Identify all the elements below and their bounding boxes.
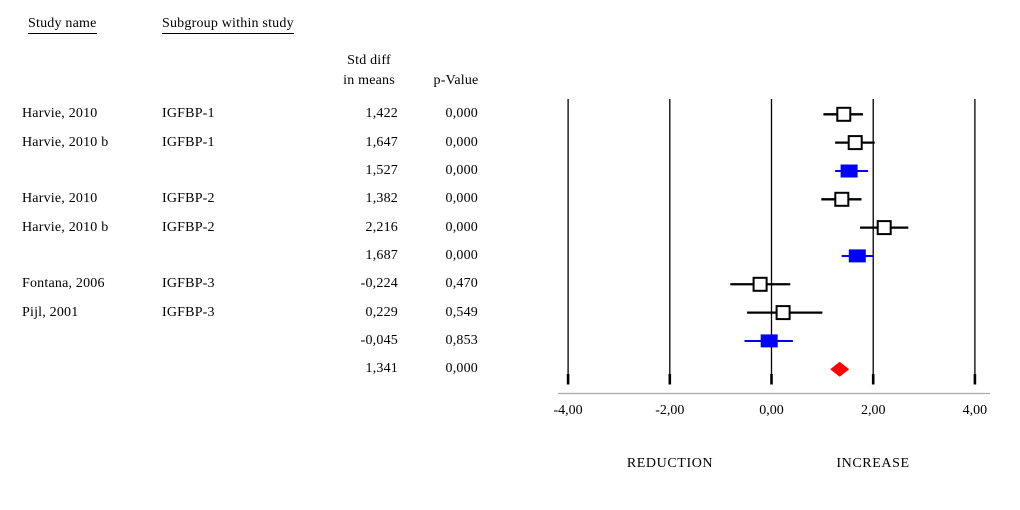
- overall-diamond: [830, 361, 850, 377]
- study-name-cell: Harvie, 2010: [22, 191, 98, 207]
- p-value-cell: 0,000: [445, 191, 478, 207]
- p-value-cell: 0,470: [445, 276, 478, 292]
- std-diff-cell: 1,422: [365, 106, 398, 122]
- study-marker: [847, 135, 863, 151]
- p-value-cell: 0,000: [445, 361, 478, 377]
- std-diff-cell: 1,687: [365, 247, 398, 263]
- x-axis-tick-label: 4,00: [962, 403, 988, 418]
- std-diff-header-line1: Std diff: [347, 53, 391, 68]
- reduction-label: REDUCTION: [626, 456, 714, 471]
- study-name-cell: Harvie, 2010 b: [22, 134, 109, 150]
- summary-marker: [848, 249, 866, 263]
- study-marker: [876, 220, 892, 236]
- p-value-cell: 0,000: [445, 106, 478, 122]
- std-diff-cell: 1,527: [365, 163, 398, 178]
- subgroup-cell: IGFBP-1: [162, 106, 215, 122]
- summary-marker: [760, 334, 778, 348]
- subgroup-cell: IGFBP-2: [162, 219, 215, 235]
- increase-label: INCREASE: [836, 456, 910, 471]
- p-value-header: p-Value: [433, 73, 479, 88]
- study-name-cell: Fontana, 2006: [22, 276, 105, 292]
- study-marker: [836, 106, 852, 122]
- p-value-cell: 0,000: [445, 163, 478, 178]
- std-diff-header-line2: in means: [343, 73, 395, 88]
- p-value-cell: 0,000: [445, 134, 478, 150]
- subgroup-cell: IGFBP-3: [162, 304, 215, 320]
- std-diff-cell: 1,341: [365, 361, 398, 377]
- p-value-cell: 0,000: [445, 219, 478, 235]
- x-axis-tick-label: -4,00: [553, 403, 583, 418]
- std-diff-cell: -0,224: [360, 276, 398, 292]
- study-marker: [834, 191, 850, 207]
- x-axis-tick-label: -2,00: [655, 403, 685, 418]
- study-table: Harvie, 2010 IGFBP-1 1,422 0,000 Harvie, 201…: [0, 0, 510, 400]
- std-diff-cell: 0,229: [365, 304, 398, 320]
- std-diff-cell: 1,647: [365, 134, 398, 150]
- study-name-cell: Harvie, 2010: [22, 106, 98, 122]
- std-diff-cell: 1,382: [365, 191, 398, 207]
- study-name-header: Study name: [28, 16, 97, 34]
- subgroup-header: Subgroup within study: [162, 16, 294, 34]
- study-marker: [752, 276, 768, 292]
- study-name-cell: Harvie, 2010 b: [22, 219, 109, 235]
- study-name-cell: Pijl, 2001: [22, 304, 79, 320]
- std-diff-cell: -0,045: [360, 332, 398, 348]
- subgroup-cell: IGFBP-3: [162, 276, 215, 292]
- summary-marker: [840, 164, 858, 178]
- p-value-cell: 0,000: [445, 247, 478, 263]
- p-value-cell: 0,549: [445, 304, 478, 320]
- subgroup-cell: IGFBP-2: [162, 191, 215, 207]
- subgroup-cell: IGFBP-1: [162, 134, 215, 150]
- p-value-cell: 0,853: [445, 332, 478, 348]
- std-diff-cell: 2,216: [365, 219, 398, 235]
- x-axis-tick-label: 2,00: [860, 403, 886, 418]
- study-marker: [775, 305, 791, 321]
- x-axis-tick-label: 0,00: [759, 403, 784, 418]
